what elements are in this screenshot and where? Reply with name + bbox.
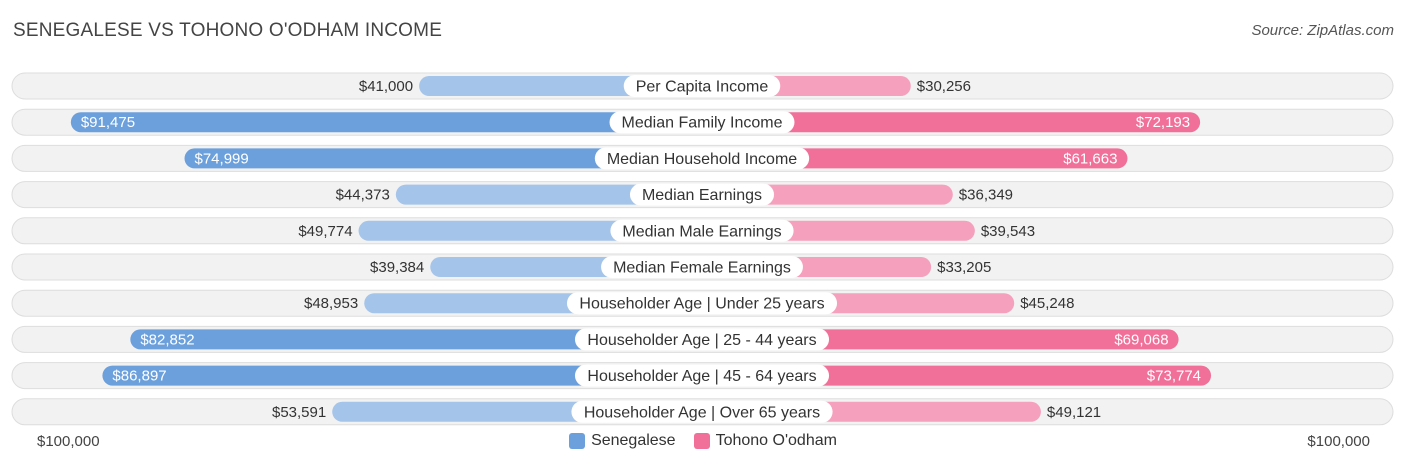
value-label-senegalese: $49,774 bbox=[298, 223, 352, 240]
value-label-senegalese: $86,897 bbox=[112, 368, 166, 385]
category-pill bbox=[574, 328, 830, 351]
value-label-senegalese: $53,591 bbox=[272, 404, 326, 421]
category-pill bbox=[623, 75, 781, 97]
bar-senegalese bbox=[70, 112, 702, 133]
value-label-senegalese: $74,999 bbox=[195, 150, 249, 167]
legend-swatch-senegalese bbox=[569, 433, 586, 449]
row-median-earnings: $44,373 $36,349 Median Earnings bbox=[11, 181, 1394, 209]
legend-label-senegalese: Senegalese bbox=[591, 432, 676, 449]
legend-label-tohono-oodham: Tohono O'odham bbox=[715, 432, 837, 449]
legend-item-tohono-oodham: Tohono O'odham bbox=[693, 432, 837, 450]
row-householder-age-45-64-years: $86,897 $73,774 Householder Age | 45 - 64 … bbox=[11, 362, 1394, 390]
category-label: Householder Age | Under 25 years bbox=[579, 296, 824, 313]
source-credit: Source: ZipAtlas.com bbox=[1251, 22, 1394, 39]
category-label: Median Male Earnings bbox=[622, 223, 781, 240]
value-label-tohono-oodham: $33,205 bbox=[937, 259, 991, 276]
row-householder-age-under-25-years: $48,953 $45,248 Householder Age | Under 25… bbox=[11, 289, 1394, 317]
category-label: Median Earnings bbox=[642, 187, 762, 204]
value-label-tohono-oodham: $30,256 bbox=[917, 78, 971, 95]
value-label-senegalese: $91,475 bbox=[81, 114, 135, 131]
bar-senegalese bbox=[130, 329, 703, 350]
value-label-senegalese: $39,384 bbox=[370, 259, 424, 276]
value-label-senegalese: $82,852 bbox=[140, 331, 194, 348]
value-label-tohono-oodham: $49,121 bbox=[1047, 404, 1101, 421]
bar-senegalese bbox=[102, 365, 702, 386]
category-pill bbox=[609, 111, 795, 134]
value-label-tohono-oodham: $69,068 bbox=[1114, 331, 1168, 348]
axis-label-right: $100,000 bbox=[1307, 433, 1370, 450]
row-median-male-earnings: $49,774 $39,543 Median Male Earnings bbox=[11, 217, 1394, 245]
value-label-tohono-oodham: $45,248 bbox=[1020, 295, 1074, 312]
axis-label-left: $100,000 bbox=[37, 433, 100, 450]
bar-tohono-oodham bbox=[702, 148, 1128, 169]
category-pill bbox=[571, 400, 833, 423]
value-label-senegalese: $44,373 bbox=[336, 187, 390, 204]
row-median-household-income: $74,999 $61,663 Median Household Income bbox=[11, 144, 1394, 172]
category-label: Per Capita Income bbox=[636, 79, 769, 96]
category-label: Median Family Income bbox=[622, 115, 783, 132]
category-label: Median Female Earnings bbox=[613, 260, 791, 277]
bar-tohono-oodham bbox=[702, 112, 1201, 133]
value-label-tohono-oodham: $72,193 bbox=[1136, 114, 1190, 131]
category-pill bbox=[574, 364, 830, 387]
value-label-tohono-oodham: $61,663 bbox=[1063, 150, 1117, 167]
category-label: Householder Age | Over 65 years bbox=[584, 404, 820, 421]
chart-title: SENEGALESE VS TOHONO O'ODHAM INCOME bbox=[13, 20, 443, 41]
row-householder-age-25-44-years: $82,852 $69,068 Householder Age | 25 - 44 … bbox=[11, 325, 1394, 353]
legend-item-senegalese: Senegalese bbox=[569, 432, 676, 450]
value-label-senegalese: $41,000 bbox=[359, 78, 413, 95]
bar-tohono-oodham bbox=[702, 365, 1212, 386]
value-label-senegalese: $48,953 bbox=[304, 295, 358, 312]
value-label-tohono-oodham: $73,774 bbox=[1147, 368, 1201, 385]
category-pill bbox=[629, 183, 775, 206]
row-median-female-earnings: $39,384 $33,205 Median Female Earnings bbox=[11, 253, 1394, 281]
category-pill bbox=[601, 256, 803, 278]
category-pill bbox=[610, 219, 794, 242]
row-median-family-income: $91,475 $72,193 Median Family Income bbox=[11, 108, 1394, 136]
bar-senegalese bbox=[184, 148, 702, 169]
category-pill bbox=[566, 292, 838, 315]
category-label: Householder Age | 25 - 44 years bbox=[587, 332, 816, 349]
legend: Senegalese Tohono O'odham bbox=[0, 432, 1406, 450]
value-label-tohono-oodham: $39,543 bbox=[981, 223, 1035, 240]
category-label: Median Household Income bbox=[607, 151, 797, 168]
value-label-tohono-oodham: $36,349 bbox=[959, 187, 1013, 204]
row-householder-age-over-65-years: $53,591 $49,121 Householder Age | Over 65 … bbox=[11, 398, 1394, 426]
bar-senegalese bbox=[395, 184, 702, 205]
legend-swatch-tohono-oodham bbox=[693, 433, 710, 449]
row-per-capita-income: $41,000 $30,256 Per Capita Income bbox=[11, 72, 1394, 100]
category-label: Householder Age | 45 - 64 years bbox=[587, 368, 816, 385]
category-pill bbox=[594, 147, 810, 170]
